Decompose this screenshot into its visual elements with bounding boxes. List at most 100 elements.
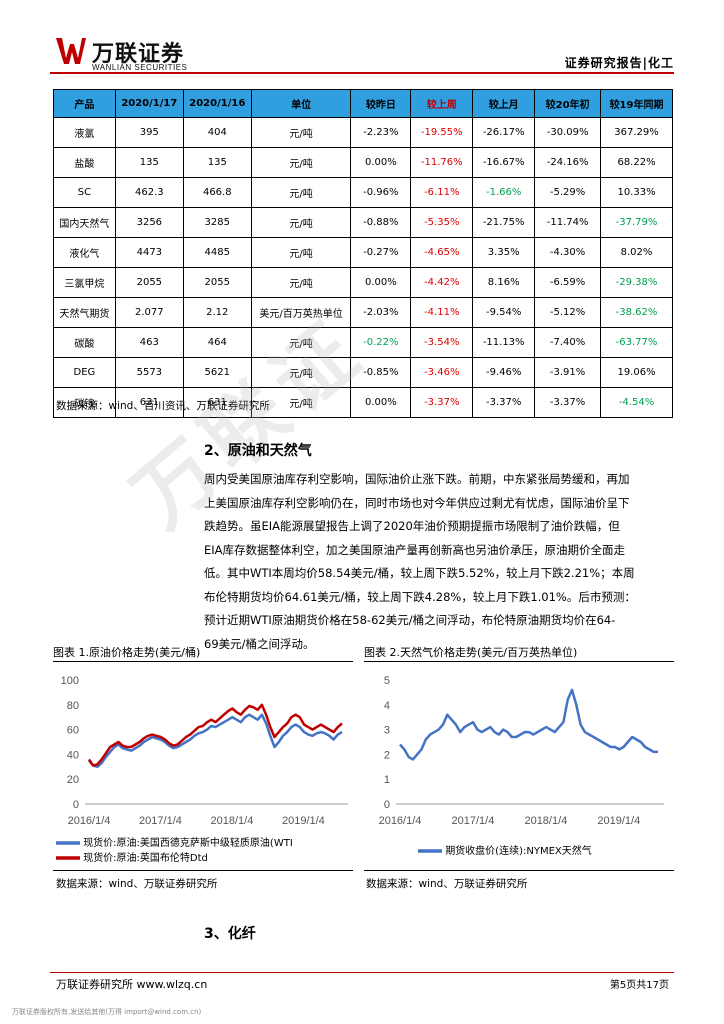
table-cell: 466.8 — [182, 177, 252, 208]
table-cell: 碳酸 — [53, 327, 116, 358]
table-cell: SC — [53, 177, 116, 208]
y-tick-label: 0 — [384, 799, 390, 811]
table-cell: -4.30% — [534, 237, 602, 268]
table-header-row: 产品 2020/1/17 2020/1/16 单位 较昨日 较上周 较上月 较2… — [53, 89, 673, 118]
figure-1-divider — [53, 870, 353, 871]
table-row: 天然气期货 2.077 2.12 美元/百万英热单位 -2.03% -4.11% -9.54… — [53, 297, 673, 328]
y-tick-label: 5 — [384, 675, 390, 687]
table-cell: 元/吨 — [250, 207, 352, 238]
table-cell: -11.13% — [472, 327, 536, 358]
table-cell: 5621 — [182, 357, 252, 388]
table-cell: 碳铵 — [53, 387, 116, 418]
figure-2-title: 图表 2.天然气价格走势(美元/百万英热单位) — [364, 640, 674, 662]
paragraph-line: EIA库存数据整体利空，加之美国原油产量再创新高也另油价承压，原油期价全面走 — [204, 542, 626, 557]
table-cell: 464 — [182, 327, 252, 358]
table-cell: 液氯 — [53, 117, 116, 148]
table-cell: 463 — [114, 327, 184, 358]
y-tick-label: 80 — [67, 700, 79, 712]
x-tick-label: 2019/1/4 — [282, 815, 325, 827]
table-cell: -30.09% — [534, 117, 602, 148]
logo-mark-icon — [56, 38, 86, 64]
copyright-notice: 万联证券版权所有,发送给其他(万得 import@wind.com.cn) — [12, 1008, 202, 1016]
table-cell: 盐酸 — [53, 147, 116, 178]
table-cell: -19.55% — [410, 117, 474, 148]
footer-website: 万联证券研究所 www.wlzq.cn — [56, 978, 208, 991]
table-cell: 19.06% — [600, 357, 673, 388]
y-tick-label: 2 — [384, 749, 390, 761]
legend-swatch-red-icon — [56, 856, 80, 860]
x-tick-label: 2019/1/4 — [597, 815, 640, 827]
table-cell: 3.35% — [472, 237, 536, 268]
table-cell: -3.54% — [410, 327, 474, 358]
paragraph-line: 69美元/桶之间浮动。 — [204, 636, 315, 651]
paragraph-line: 上美国原油库存利空影响仍在，同时市场也对今年供应过剩尤有忧虑，国际油价呈下 — [204, 495, 630, 510]
section-title: 3、化纤 — [204, 926, 256, 942]
table-cell: -0.96% — [350, 177, 412, 208]
table-cell: DEG — [53, 357, 116, 388]
legend-swatch-blue-icon — [56, 841, 80, 845]
x-tick-label: 2017/1/4 — [139, 815, 182, 827]
table-cell: 3256 — [114, 207, 184, 238]
legend-label: 现货价:原油:英国布伦特Dtd — [83, 853, 208, 864]
col-header: 产品 — [53, 89, 116, 118]
table-cell: 0.00% — [350, 387, 412, 418]
table-cell: 135 — [182, 147, 252, 178]
legend-swatch-blue-icon — [418, 849, 442, 853]
paragraph-line: 预计近期WTI原油期货价格在58-62美元/桶之间浮动，布伦特原油期货均价在64… — [204, 613, 616, 627]
table-cell: 3285 — [182, 207, 252, 238]
table-source: 数据来源：wind、百川资讯、万联证券研究所 — [56, 400, 270, 412]
table-cell: -5.35% — [410, 207, 474, 238]
table-cell: -63.77% — [600, 327, 673, 358]
table-cell: 三氯甲烷 — [53, 267, 116, 298]
table-cell: -9.54% — [472, 297, 536, 328]
crude-oil-chart: 0 20 40 60 80 100 2016/1/4 2017/1/4 2018/1/4 2019… — [61, 675, 348, 827]
table-cell: -26.17% — [472, 117, 536, 148]
col-header: 较19年同期 — [600, 89, 673, 118]
table-cell: 液化气 — [53, 237, 116, 268]
table-cell: 4473 — [114, 237, 184, 268]
y-tick-label: 3 — [384, 725, 390, 737]
table-row: 液化气 4473 4485 元/吨 -0.27% -4.65% 3.35% -4.30% 8.0… — [53, 237, 673, 268]
col-header: 较上周 — [410, 89, 474, 118]
table-cell: -16.67% — [472, 147, 536, 178]
table-cell: -7.40% — [534, 327, 602, 358]
table-cell: 8.16% — [472, 267, 536, 298]
series-line-1 — [87, 703, 343, 767]
figure-1-source: 数据来源：wind、万联证券研究所 — [56, 878, 218, 890]
table-cell: -38.62% — [600, 297, 673, 328]
table-cell: 0.00% — [350, 267, 412, 298]
table-cell: -2.03% — [350, 297, 412, 328]
table-cell: 元/吨 — [250, 117, 352, 148]
x-tick-label: 2018/1/4 — [524, 815, 567, 827]
series-line-0 — [88, 713, 343, 769]
table-row: 国内天然气 3256 3285 元/吨 -0.88% -5.35% -21.75% -11.7… — [53, 207, 673, 238]
paragraph-line: 跌趋势。虽EIA能源展望报告上调了2020年油价预期提振市场限制了油价跌幅，但 — [204, 519, 620, 533]
y-tick-label: 1 — [384, 774, 390, 786]
table-row: 液氯 395 404 元/吨 -2.23% -19.55% -26.17% -30.09% 36… — [53, 117, 673, 148]
table-cell: 4485 — [182, 237, 252, 268]
x-tick-label: 2016/1/4 — [379, 815, 422, 827]
table-cell: -5.29% — [534, 177, 602, 208]
table-cell: 10.33% — [600, 177, 673, 208]
col-header: 较昨日 — [350, 89, 412, 118]
table-cell: 2.12 — [182, 297, 252, 328]
table-cell: -3.37% — [534, 387, 602, 418]
y-tick-label: 100 — [61, 675, 79, 687]
y-tick-label: 4 — [384, 700, 390, 712]
table-cell: -0.22% — [350, 327, 412, 358]
table-row: 盐酸 135 135 元/吨 0.00% -11.76% -16.67% -24.16% 68.… — [53, 147, 673, 178]
legend-label: 期货收盘价(连续):NYMEX天然气 — [445, 846, 592, 857]
series-line-0 — [399, 688, 658, 761]
table-cell: 元/吨 — [250, 237, 352, 268]
table-cell: 395 — [114, 117, 184, 148]
col-header: 2020/1/16 — [182, 89, 252, 118]
figure-2-divider — [364, 870, 674, 871]
table-cell: 462.3 — [114, 177, 184, 208]
table-cell: 404 — [182, 117, 252, 148]
table-cell: 0.00% — [350, 147, 412, 178]
table-cell: 2.077 — [114, 297, 184, 328]
col-header: 2020/1/17 — [114, 89, 184, 118]
table-cell: 元/吨 — [250, 267, 352, 298]
table-cell: -4.54% — [600, 387, 673, 418]
table-cell: -3.46% — [410, 357, 474, 388]
